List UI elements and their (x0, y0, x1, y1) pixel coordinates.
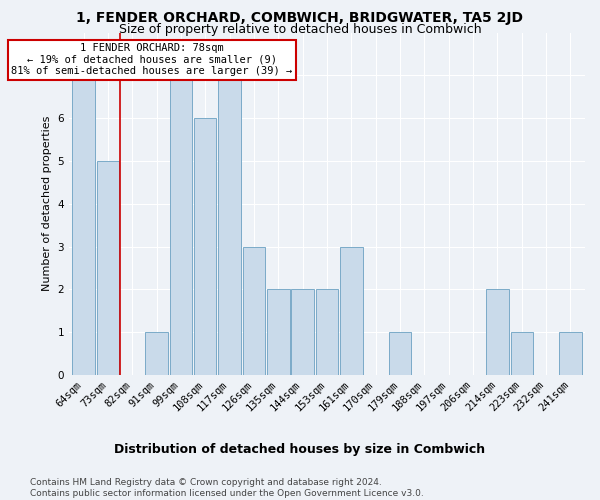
Bar (243, 246, 265, 375)
Text: 1, FENDER ORCHARD, COMBWICH, BRIDGWATER, TA5 2JD: 1, FENDER ORCHARD, COMBWICH, BRIDGWATER,… (77, 11, 523, 25)
Bar (218, 76, 241, 375)
Bar (194, 118, 217, 375)
Text: 1 FENDER ORCHARD: 78sqm
← 19% of detached houses are smaller (9)
81% of semi-det: 1 FENDER ORCHARD: 78sqm ← 19% of detache… (11, 43, 292, 76)
Bar (170, 76, 192, 375)
Y-axis label: Number of detached properties: Number of detached properties (42, 116, 52, 292)
Bar (267, 290, 290, 375)
Bar (316, 290, 338, 375)
Bar (292, 290, 314, 375)
Text: Distribution of detached houses by size in Combwich: Distribution of detached houses by size … (115, 442, 485, 456)
Bar (340, 246, 362, 375)
Bar (486, 290, 509, 375)
Text: Contains HM Land Registry data © Crown copyright and database right 2024.
Contai: Contains HM Land Registry data © Crown c… (30, 478, 424, 498)
Bar (97, 161, 119, 375)
Bar (145, 332, 168, 375)
Bar (389, 332, 411, 375)
Bar (73, 76, 95, 375)
Bar (559, 332, 581, 375)
Bar (511, 332, 533, 375)
Text: Size of property relative to detached houses in Combwich: Size of property relative to detached ho… (119, 22, 481, 36)
